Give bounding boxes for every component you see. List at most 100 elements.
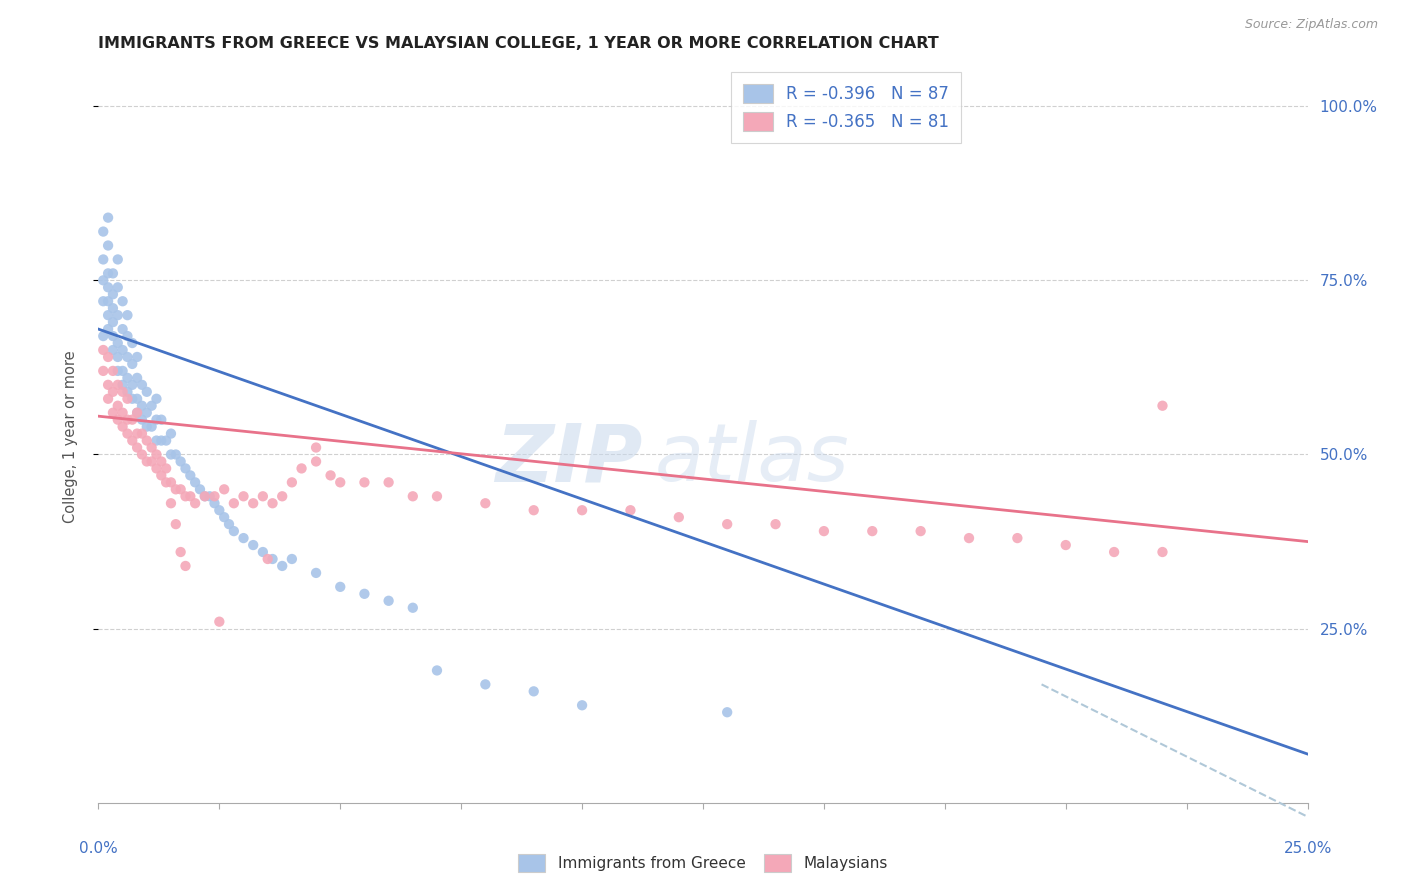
Point bbox=[111, 322, 134, 336]
Point bbox=[222, 524, 245, 538]
Point bbox=[101, 384, 124, 399]
Point bbox=[212, 510, 235, 524]
Point bbox=[198, 489, 221, 503]
Point bbox=[242, 538, 264, 552]
Point bbox=[117, 384, 139, 399]
Point bbox=[426, 664, 449, 678]
Point bbox=[155, 461, 177, 475]
Point bbox=[329, 475, 352, 490]
Point bbox=[127, 371, 149, 385]
Point bbox=[329, 580, 352, 594]
Point bbox=[571, 698, 593, 713]
Point bbox=[174, 489, 197, 503]
Point bbox=[97, 294, 120, 309]
Point bbox=[305, 454, 328, 468]
Point bbox=[271, 558, 294, 573]
Point bbox=[107, 364, 129, 378]
Text: 25.0%: 25.0% bbox=[1284, 841, 1331, 856]
Point bbox=[101, 315, 124, 329]
Point bbox=[101, 406, 124, 420]
Point bbox=[169, 454, 191, 468]
Point bbox=[145, 392, 167, 406]
Point bbox=[1007, 531, 1029, 545]
Point bbox=[121, 377, 143, 392]
Point bbox=[121, 357, 143, 371]
Point bbox=[668, 510, 690, 524]
Point bbox=[135, 419, 157, 434]
Point bbox=[271, 489, 294, 503]
Point bbox=[1054, 538, 1077, 552]
Point bbox=[97, 211, 120, 225]
Point bbox=[101, 266, 124, 280]
Text: 0.0%: 0.0% bbox=[79, 841, 118, 856]
Point bbox=[281, 552, 304, 566]
Point bbox=[97, 322, 120, 336]
Point bbox=[262, 496, 284, 510]
Point bbox=[97, 350, 120, 364]
Point bbox=[127, 406, 149, 420]
Point bbox=[184, 475, 207, 490]
Point bbox=[91, 329, 114, 343]
Point bbox=[160, 448, 183, 462]
Point bbox=[107, 399, 129, 413]
Point bbox=[117, 412, 139, 426]
Point bbox=[107, 308, 129, 322]
Point bbox=[262, 552, 284, 566]
Point bbox=[716, 705, 738, 719]
Point bbox=[91, 294, 114, 309]
Point bbox=[135, 454, 157, 468]
Point bbox=[179, 489, 201, 503]
Point bbox=[117, 308, 139, 322]
Point bbox=[97, 238, 120, 252]
Point bbox=[101, 364, 124, 378]
Point bbox=[353, 587, 375, 601]
Point bbox=[117, 350, 139, 364]
Point bbox=[1152, 399, 1174, 413]
Point bbox=[107, 336, 129, 351]
Point bbox=[121, 412, 143, 426]
Point bbox=[131, 448, 153, 462]
Point bbox=[716, 517, 738, 532]
Point bbox=[179, 468, 201, 483]
Point bbox=[290, 461, 312, 475]
Point bbox=[184, 496, 207, 510]
Point bbox=[204, 496, 226, 510]
Text: IMMIGRANTS FROM GREECE VS MALAYSIAN COLLEGE, 1 YEAR OR MORE CORRELATION CHART: IMMIGRANTS FROM GREECE VS MALAYSIAN COLL… bbox=[98, 36, 939, 51]
Point bbox=[319, 468, 342, 483]
Point bbox=[188, 483, 211, 497]
Point bbox=[141, 399, 163, 413]
Point bbox=[353, 475, 375, 490]
Point bbox=[97, 377, 120, 392]
Point bbox=[131, 426, 153, 441]
Point bbox=[91, 364, 114, 378]
Point bbox=[111, 419, 134, 434]
Point bbox=[145, 448, 167, 462]
Point bbox=[208, 503, 231, 517]
Point bbox=[107, 350, 129, 364]
Text: ZIP: ZIP bbox=[495, 420, 643, 498]
Point bbox=[141, 454, 163, 468]
Point bbox=[111, 294, 134, 309]
Text: Source: ZipAtlas.com: Source: ZipAtlas.com bbox=[1244, 18, 1378, 31]
Point bbox=[256, 552, 278, 566]
Point bbox=[765, 517, 787, 532]
Point bbox=[155, 434, 177, 448]
Point bbox=[208, 615, 231, 629]
Point bbox=[1152, 545, 1174, 559]
Point bbox=[169, 545, 191, 559]
Point bbox=[377, 475, 399, 490]
Point bbox=[121, 336, 143, 351]
Legend: Immigrants from Greece, Malaysians: Immigrants from Greece, Malaysians bbox=[510, 847, 896, 880]
Point bbox=[155, 475, 177, 490]
Point bbox=[160, 496, 183, 510]
Point bbox=[117, 329, 139, 343]
Point bbox=[117, 371, 139, 385]
Point bbox=[232, 489, 254, 503]
Point bbox=[377, 594, 399, 608]
Point bbox=[474, 677, 496, 691]
Point bbox=[194, 489, 217, 503]
Point bbox=[127, 441, 149, 455]
Point bbox=[141, 419, 163, 434]
Point bbox=[127, 350, 149, 364]
Point bbox=[150, 434, 173, 448]
